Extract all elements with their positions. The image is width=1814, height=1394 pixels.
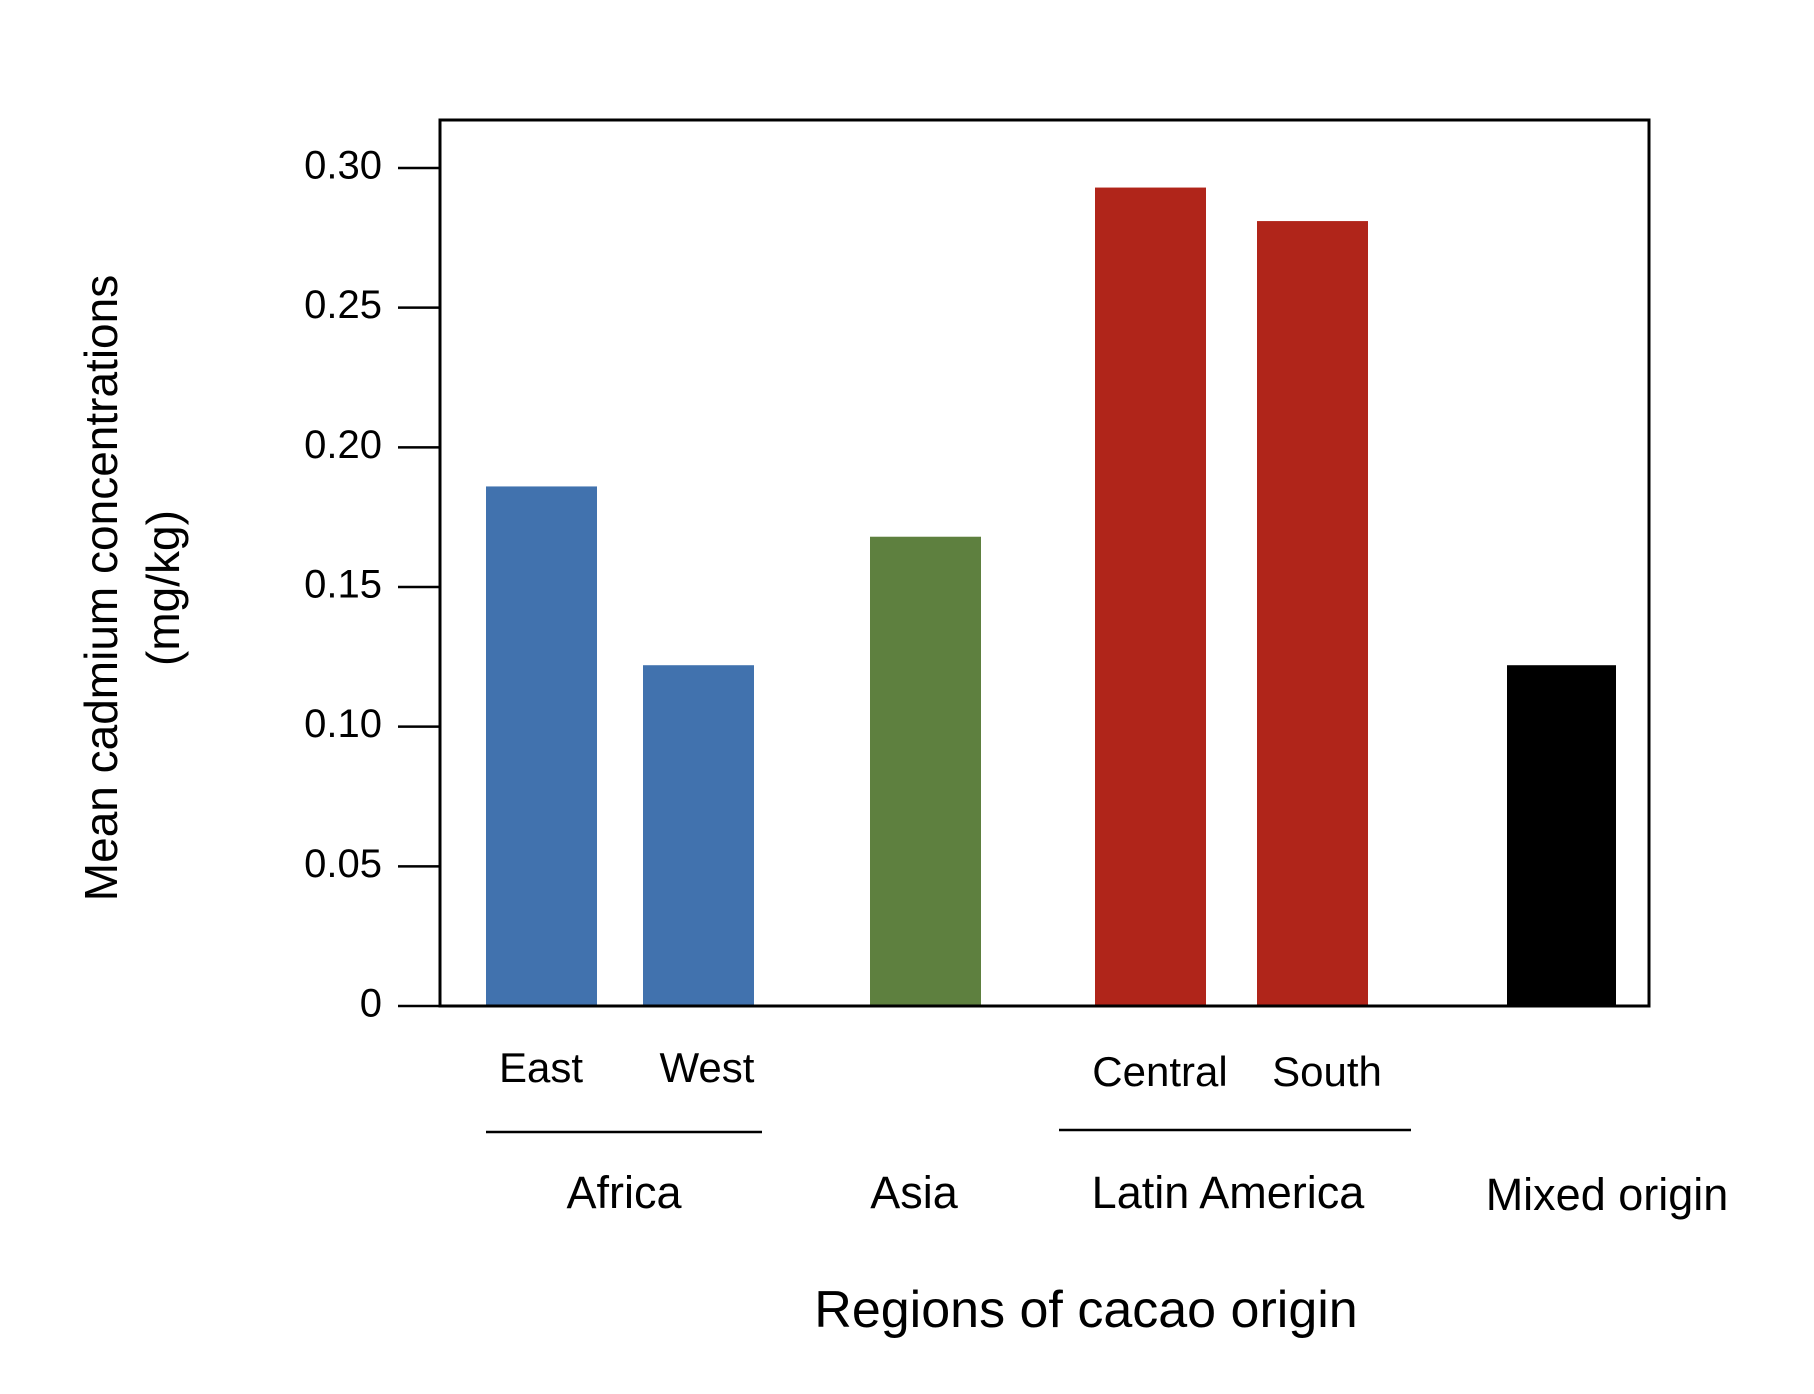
bar-asia — [870, 536, 981, 1006]
y-axis-title-line-2: (mg/kg) — [137, 510, 189, 666]
y-tick-label: 0.10 — [304, 702, 382, 746]
plot-frame — [438, 118, 1651, 1008]
x-sublabel-central: Central — [1092, 1048, 1227, 1095]
y-tick-label: 0.05 — [304, 842, 382, 886]
bar-mixed-origin — [1507, 665, 1616, 1006]
y-tick-label: 0 — [360, 982, 382, 1026]
bar-africa-west — [643, 665, 754, 1006]
x-group-label-latin-america: Latin America — [1092, 1167, 1366, 1218]
y-tick-label: 0.30 — [304, 144, 382, 188]
y-tick-label: 0.15 — [304, 563, 382, 607]
bar-latin-america-south — [1257, 221, 1368, 1006]
x-group-label-mixed-origin: Mixed origin — [1486, 1169, 1729, 1220]
y-axis: 0 0.05 0.10 0.15 0.20 0.25 0.30 — [304, 144, 440, 1026]
x-sublabel-south: South — [1272, 1048, 1382, 1095]
bar-latin-america-central — [1095, 187, 1206, 1006]
x-axis-title: Regions of cacao origin — [814, 1281, 1357, 1339]
y-axis-title: Mean cadmium concentrations (mg/kg) — [75, 275, 189, 901]
x-group-label-asia: Asia — [870, 1167, 959, 1218]
y-tick-label: 0.20 — [304, 423, 382, 467]
x-sublabel-west: West — [660, 1044, 755, 1091]
x-axis-labels: East West Central South Africa Asia Latin Amer… — [486, 1044, 1728, 1220]
bar-africa-east — [486, 486, 597, 1006]
x-sublabel-east: East — [499, 1044, 583, 1091]
y-tick-label: 0.25 — [304, 283, 382, 327]
x-group-label-africa: Africa — [566, 1167, 682, 1218]
y-axis-title-line-1: Mean cadmium concentrations — [75, 275, 127, 901]
bars-layer — [486, 187, 1616, 1006]
